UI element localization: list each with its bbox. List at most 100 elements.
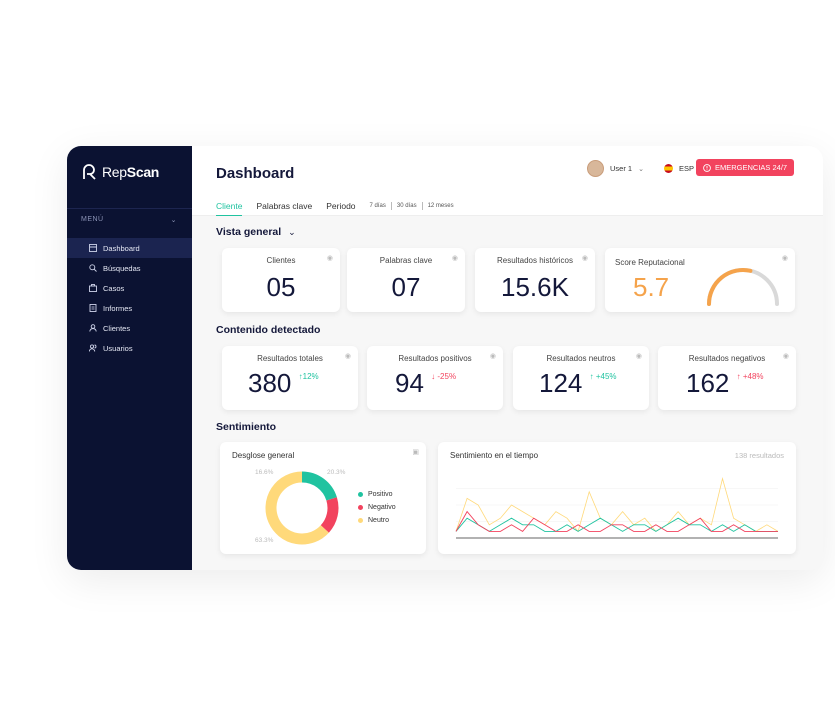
- card-value: 94 ↓ -25%: [395, 368, 456, 399]
- sidebar-nav: Dashboard Búsquedas Casos Informes Clien…: [67, 238, 192, 358]
- card-value-number: 162: [686, 368, 730, 398]
- sidebar: Rep Scan MENÚ ⌄ Dashboard Búsquedas Casos…: [67, 146, 192, 570]
- content-title: Contenido detectado: [216, 324, 321, 336]
- period-selector: 7 días 30 días 12 meses: [370, 202, 454, 210]
- card-label: Resultados positivos: [398, 354, 472, 363]
- report-icon: [89, 304, 97, 312]
- sidebar-item-informes[interactable]: Informes: [67, 298, 192, 318]
- alert-icon: [703, 163, 711, 172]
- eye-icon[interactable]: ◉: [451, 255, 458, 262]
- page-title: Dashboard: [216, 165, 295, 182]
- eye-icon[interactable]: ◉: [781, 255, 788, 262]
- sidebar-item-label: Usuarios: [103, 343, 133, 353]
- period-option[interactable]: 30 días: [396, 203, 417, 209]
- menu-label: MENÚ: [81, 216, 104, 223]
- delta-badge: ↑ +48%: [736, 372, 764, 381]
- gauge-fill: [707, 268, 753, 306]
- dashboard-icon: [89, 244, 97, 252]
- card-value: 162 ↑ +48%: [686, 368, 764, 399]
- period-option[interactable]: 7 días: [369, 203, 386, 209]
- card-label: Resultados negativos: [688, 354, 766, 363]
- logo[interactable]: Rep Scan: [81, 164, 159, 180]
- sidebar-item-label: Informes: [103, 303, 133, 313]
- score-gauge: [707, 268, 779, 306]
- eye-icon[interactable]: ◉: [581, 255, 588, 262]
- legend-item: Negativo: [358, 501, 396, 514]
- delta-value: +48%: [742, 372, 764, 381]
- sidebar-item-usuarios[interactable]: Usuarios: [67, 338, 192, 358]
- series-line-neutro: [455, 477, 779, 533]
- overview-header[interactable]: Vista general ⌄: [216, 226, 296, 238]
- donut-label-positivo: 20.3%: [327, 469, 346, 476]
- donut-slice-positivo: [301, 471, 337, 501]
- card-value: 15.6K: [501, 272, 569, 302]
- eye-icon[interactable]: ◉: [635, 353, 642, 360]
- logo-text-light: Rep: [102, 164, 127, 180]
- tab-periodo[interactable]: Periodo: [326, 201, 356, 211]
- user-menu[interactable]: User 1 ⌄ ESP: [587, 160, 694, 177]
- panel-title: Desglose general: [232, 451, 295, 460]
- line-chart: [455, 477, 779, 539]
- series-line-positivo: [455, 517, 778, 532]
- sidebar-item-busquedas[interactable]: Búsquedas: [67, 258, 192, 278]
- sidebar-item-label: Casos: [103, 283, 125, 293]
- download-icon[interactable]: ▣: [412, 449, 419, 456]
- sidebar-item-label: Búsquedas: [103, 263, 141, 273]
- sidebar-item-clientes[interactable]: Clientes: [67, 318, 192, 338]
- users-icon: [89, 344, 97, 352]
- period-option[interactable]: 12 meses: [427, 203, 454, 209]
- legend-label: Negativo: [368, 504, 396, 511]
- sidebar-item-dashboard[interactable]: Dashboard: [67, 238, 192, 258]
- sidebar-item-casos[interactable]: Casos: [67, 278, 192, 298]
- results-count: 138 resultados: [734, 451, 784, 460]
- eye-icon[interactable]: ◉: [344, 353, 351, 360]
- case-icon: [89, 284, 97, 292]
- card-label: Resultados neutros: [546, 354, 616, 363]
- chevron-down-icon: ⌄: [288, 227, 296, 237]
- user-icon: [89, 324, 97, 332]
- tab-cliente[interactable]: Cliente: [216, 201, 243, 216]
- sidebar-item-label: Clientes: [103, 323, 131, 333]
- card-label: Resultados totales: [257, 354, 323, 363]
- card-value: 05: [266, 272, 296, 302]
- divider: [67, 208, 192, 209]
- kpi-card-positivos: Resultados positivos ◉ 94 ↓ -25%: [367, 346, 503, 410]
- card-label: Resultados históricos: [496, 256, 574, 265]
- card-value-number: 380: [248, 368, 292, 398]
- header: Dashboard User 1 ⌄ ESP EMERGENCIAS 24/7 …: [192, 146, 823, 216]
- tab-bar: Cliente Palabras clave Periodo 7 días 30…: [216, 196, 454, 216]
- eye-icon[interactable]: ◉: [326, 255, 333, 262]
- sentiment-title: Sentimiento: [216, 421, 277, 433]
- chevron-down-icon: ⌄: [638, 165, 644, 173]
- card-value: 07: [391, 272, 421, 302]
- main-content: Dashboard User 1 ⌄ ESP EMERGENCIAS 24/7 …: [192, 146, 823, 570]
- menu-header[interactable]: MENÚ ⌄: [81, 216, 177, 224]
- tab-palabras-clave[interactable]: Palabras clave: [256, 201, 313, 211]
- delta-value: 12%: [302, 372, 319, 381]
- spain-flag-icon: [663, 164, 673, 173]
- eye-icon[interactable]: ◉: [782, 353, 789, 360]
- eye-icon[interactable]: ◉: [489, 353, 496, 360]
- series-line-negativo: [455, 510, 778, 532]
- delta-badge: ↓ -25%: [431, 372, 457, 381]
- card-label: Score Reputacional: [615, 258, 685, 267]
- language-label[interactable]: ESP: [678, 164, 694, 173]
- breakdown-panel: Desglose general ▣ 16.6% 20.3% 63.3% Pos…: [220, 442, 426, 554]
- kpi-card-totales: Resultados totales ◉ 380 ↑12%: [222, 346, 358, 410]
- app-window: Rep Scan MENÚ ⌄ Dashboard Búsquedas Casos…: [67, 146, 823, 570]
- logo-text-bold: Scan: [126, 164, 160, 180]
- card-label: Palabras clave: [379, 256, 433, 265]
- section-title: Vista general: [216, 226, 282, 238]
- kpi-card-negativos: Resultados negativos ◉ 162 ↑ +48%: [658, 346, 796, 410]
- donut-slice-neutro: [265, 471, 329, 545]
- search-icon: [89, 264, 97, 272]
- legend-label: Neutro: [368, 517, 390, 524]
- legend-dot: [358, 504, 363, 510]
- donut-label-neutro: 63.3%: [255, 537, 274, 544]
- stat-card-historicos: Resultados históricos ◉ 15.6K: [475, 248, 595, 312]
- donut-slice-negativo: [320, 497, 339, 533]
- card-label: Clientes: [266, 256, 296, 265]
- divider: [421, 202, 423, 210]
- score-card: Score Reputacional ◉ 5.7: [605, 248, 795, 312]
- emergency-button[interactable]: EMERGENCIAS 24/7: [696, 159, 795, 176]
